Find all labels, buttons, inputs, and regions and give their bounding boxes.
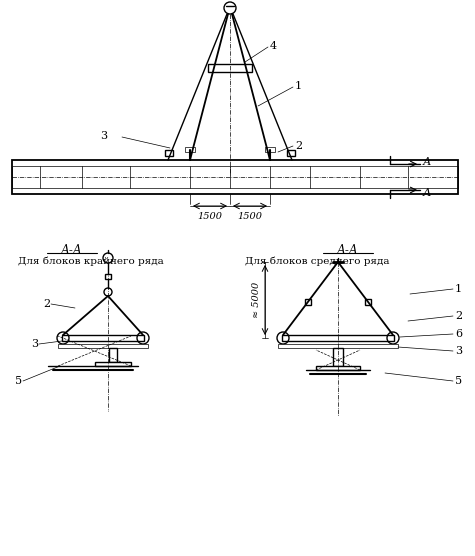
Text: 5: 5 xyxy=(15,376,22,386)
Bar xyxy=(278,344,398,348)
Bar xyxy=(316,366,360,370)
Text: ≈ 5000: ≈ 5000 xyxy=(252,282,261,318)
Text: А: А xyxy=(423,157,431,167)
Bar xyxy=(62,335,144,341)
Bar xyxy=(12,166,458,188)
Text: 4: 4 xyxy=(270,41,277,51)
Bar xyxy=(12,160,458,194)
Bar xyxy=(95,362,131,366)
Text: А-А: А-А xyxy=(337,244,359,256)
Bar xyxy=(165,150,173,156)
Bar xyxy=(208,64,252,72)
Text: 3: 3 xyxy=(31,339,38,349)
Text: 2: 2 xyxy=(295,141,302,151)
Bar xyxy=(282,335,394,341)
Bar xyxy=(287,150,295,156)
Text: 3: 3 xyxy=(100,131,107,141)
Text: 1: 1 xyxy=(295,81,302,91)
Text: 1: 1 xyxy=(455,284,462,294)
Text: 1500: 1500 xyxy=(198,212,222,221)
Bar xyxy=(365,299,371,305)
Bar xyxy=(305,299,311,305)
Bar xyxy=(333,348,343,366)
Text: 2: 2 xyxy=(43,299,50,309)
Text: 1500: 1500 xyxy=(238,212,263,221)
Text: Для блоков крайнего ряда: Для блоков крайнего ряда xyxy=(18,256,164,266)
Bar xyxy=(105,274,111,279)
Text: 6: 6 xyxy=(455,329,462,339)
Text: А: А xyxy=(423,188,431,198)
Bar xyxy=(185,147,195,152)
Text: 2: 2 xyxy=(455,311,462,321)
Text: 3: 3 xyxy=(455,346,462,356)
Bar xyxy=(265,147,275,152)
Text: А-А: А-А xyxy=(61,244,83,256)
Bar xyxy=(58,344,148,348)
Bar xyxy=(109,348,117,362)
Text: 5: 5 xyxy=(455,376,462,386)
Text: Для блоков среднего ряда: Для блоков среднего ряда xyxy=(245,256,390,266)
